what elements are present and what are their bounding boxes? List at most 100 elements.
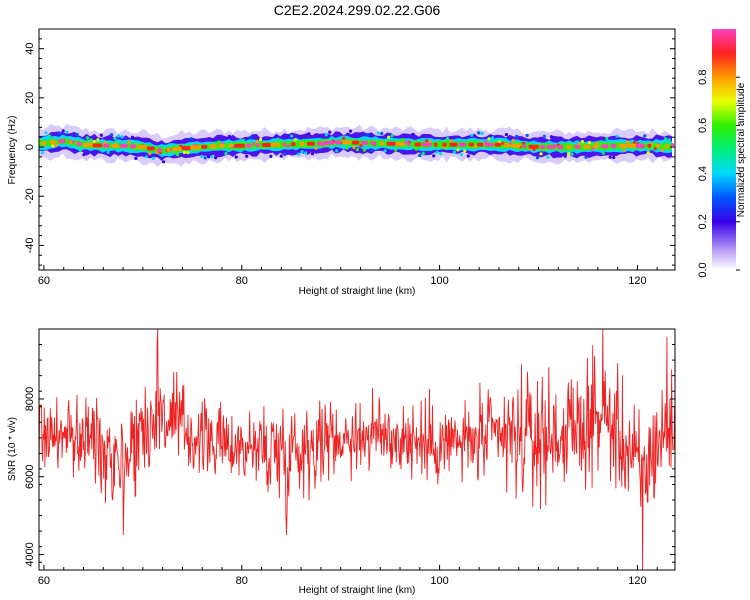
spectrogram-cell xyxy=(632,140,637,144)
spectrogram-panel: 60 80 100 120 40 20 0 -20 -40 Height of straigh… xyxy=(7,28,676,297)
spectrogram-cell xyxy=(404,140,408,144)
y-tick-label: -20 xyxy=(24,188,36,204)
spectrogram-peak xyxy=(92,143,103,148)
spectrogram-cell xyxy=(245,154,249,158)
spectrogram-peak xyxy=(49,140,56,145)
spectrogram-cell xyxy=(432,154,436,158)
spectrogram-cell xyxy=(542,134,547,138)
spectrogram-cell xyxy=(400,138,405,142)
spectrogram-peak xyxy=(484,142,494,147)
spectrogram-peak xyxy=(539,145,546,149)
spectrogram-peak xyxy=(255,143,260,148)
spectrogram-peak xyxy=(494,142,502,147)
spectrogram-cell xyxy=(587,141,592,145)
spectrogram-peak xyxy=(546,145,557,149)
spectrogram-peak xyxy=(246,143,252,148)
spectrogram-cell xyxy=(92,139,96,144)
spectrogram-cell xyxy=(328,130,332,134)
spectrogram-cell xyxy=(452,150,456,154)
spectrogram-peak xyxy=(111,143,119,148)
snr-y-axis: 4000 6000 8000 xyxy=(24,344,675,567)
spectrogram-cell xyxy=(670,143,675,147)
spectrogram-peak xyxy=(103,143,110,148)
spectrogram-cell xyxy=(162,160,166,164)
colorbar-tick-label: 0.2 xyxy=(697,214,709,229)
spectrogram-cell xyxy=(276,137,280,141)
spectrogram-cell xyxy=(459,153,463,157)
spectrogram-cell xyxy=(605,136,609,141)
spectrogram-peak xyxy=(299,141,305,146)
spectrogram-peak xyxy=(261,143,272,147)
spectrogram-cell xyxy=(279,154,283,158)
spectrogram-cell xyxy=(622,148,626,152)
spectrogram-cell xyxy=(470,133,474,137)
spectrogram-cell xyxy=(58,131,62,135)
x-tick-label: 100 xyxy=(430,575,448,587)
spectrogram-cell xyxy=(130,135,135,139)
spectrogram-cell xyxy=(511,138,515,143)
spectrogram-cell xyxy=(283,152,287,156)
spectrogram-cell xyxy=(653,147,657,151)
spectrogram-cell xyxy=(335,149,339,153)
spectrogram-cell xyxy=(269,154,273,158)
spectrogram-cell xyxy=(522,141,526,145)
spectrogram-cell xyxy=(380,131,384,136)
spectrogram-peak xyxy=(522,144,527,149)
y-tick-label: 0 xyxy=(24,144,36,150)
spectrogram-cell xyxy=(345,146,349,150)
spectrogram-peak xyxy=(421,142,432,147)
spectrogram-cell xyxy=(598,140,602,145)
spectrogram-peak xyxy=(593,144,599,149)
spectrogram-cell xyxy=(96,138,100,142)
spectrogram-cell xyxy=(425,139,429,143)
spectrogram-peak xyxy=(665,144,670,149)
colorbar-ticks: 0.0 0.2 0.4 0.6 0.8 xyxy=(697,70,740,278)
spectrogram-cell xyxy=(103,141,107,145)
colorbar-tick-label: 0.8 xyxy=(697,70,709,85)
spectrogram-cell xyxy=(134,156,138,160)
spectrogram-cell xyxy=(349,129,353,133)
spectrogram-cell xyxy=(75,132,79,136)
spectrogram-peak xyxy=(41,141,47,146)
spectrogram-cell xyxy=(189,137,193,141)
spectrogram-peak xyxy=(219,143,225,148)
spectrogram-peak xyxy=(414,142,422,147)
spectrogram-cell xyxy=(314,146,318,150)
spectrogram-cell xyxy=(570,152,574,156)
spectrogram-cell xyxy=(89,138,93,142)
spectrogram-cell xyxy=(390,134,394,138)
snr-frame xyxy=(38,328,676,571)
spectrogram-peak xyxy=(76,141,83,146)
spectrogram-cell xyxy=(186,151,190,155)
spectrogram-cell xyxy=(411,132,415,136)
spectrogram-frame xyxy=(38,28,676,271)
spectrogram-peak xyxy=(270,142,280,147)
spectrogram-x-axis: 60 80 100 120 xyxy=(38,265,658,287)
spectrogram-cell xyxy=(252,142,256,146)
spectrogram-cell xyxy=(51,144,55,148)
spectrogram-peak xyxy=(395,142,405,146)
spectrogram-cell xyxy=(342,136,346,140)
spectrogram-cell xyxy=(255,139,259,143)
spectrogram-cell xyxy=(664,137,668,141)
spectrogram-cell xyxy=(82,153,86,157)
spectrogram-cell xyxy=(307,132,311,136)
spectrogram-peak xyxy=(386,141,396,146)
spectrogram-cell xyxy=(535,156,540,160)
spectrogram-cell xyxy=(625,140,630,144)
spectrogram-peak xyxy=(228,143,233,148)
spectrogram-cell xyxy=(643,134,647,138)
spectrogram-peak xyxy=(458,142,467,147)
spectrogram-cell xyxy=(580,140,585,144)
spectrogram-peak xyxy=(351,140,360,145)
spectrogram-cell xyxy=(594,141,599,145)
spectrogram-peak xyxy=(583,144,591,149)
spectrogram-peak xyxy=(433,142,438,147)
spectrogram-peak xyxy=(157,148,163,153)
colorbar-tick-label: 0.4 xyxy=(697,166,709,181)
spectrogram-cell xyxy=(439,152,443,156)
spectrogram-peak xyxy=(601,144,609,149)
spectrogram-peak xyxy=(380,141,385,146)
spectrogram-cell xyxy=(466,154,470,158)
spectrogram-cell xyxy=(210,155,214,159)
